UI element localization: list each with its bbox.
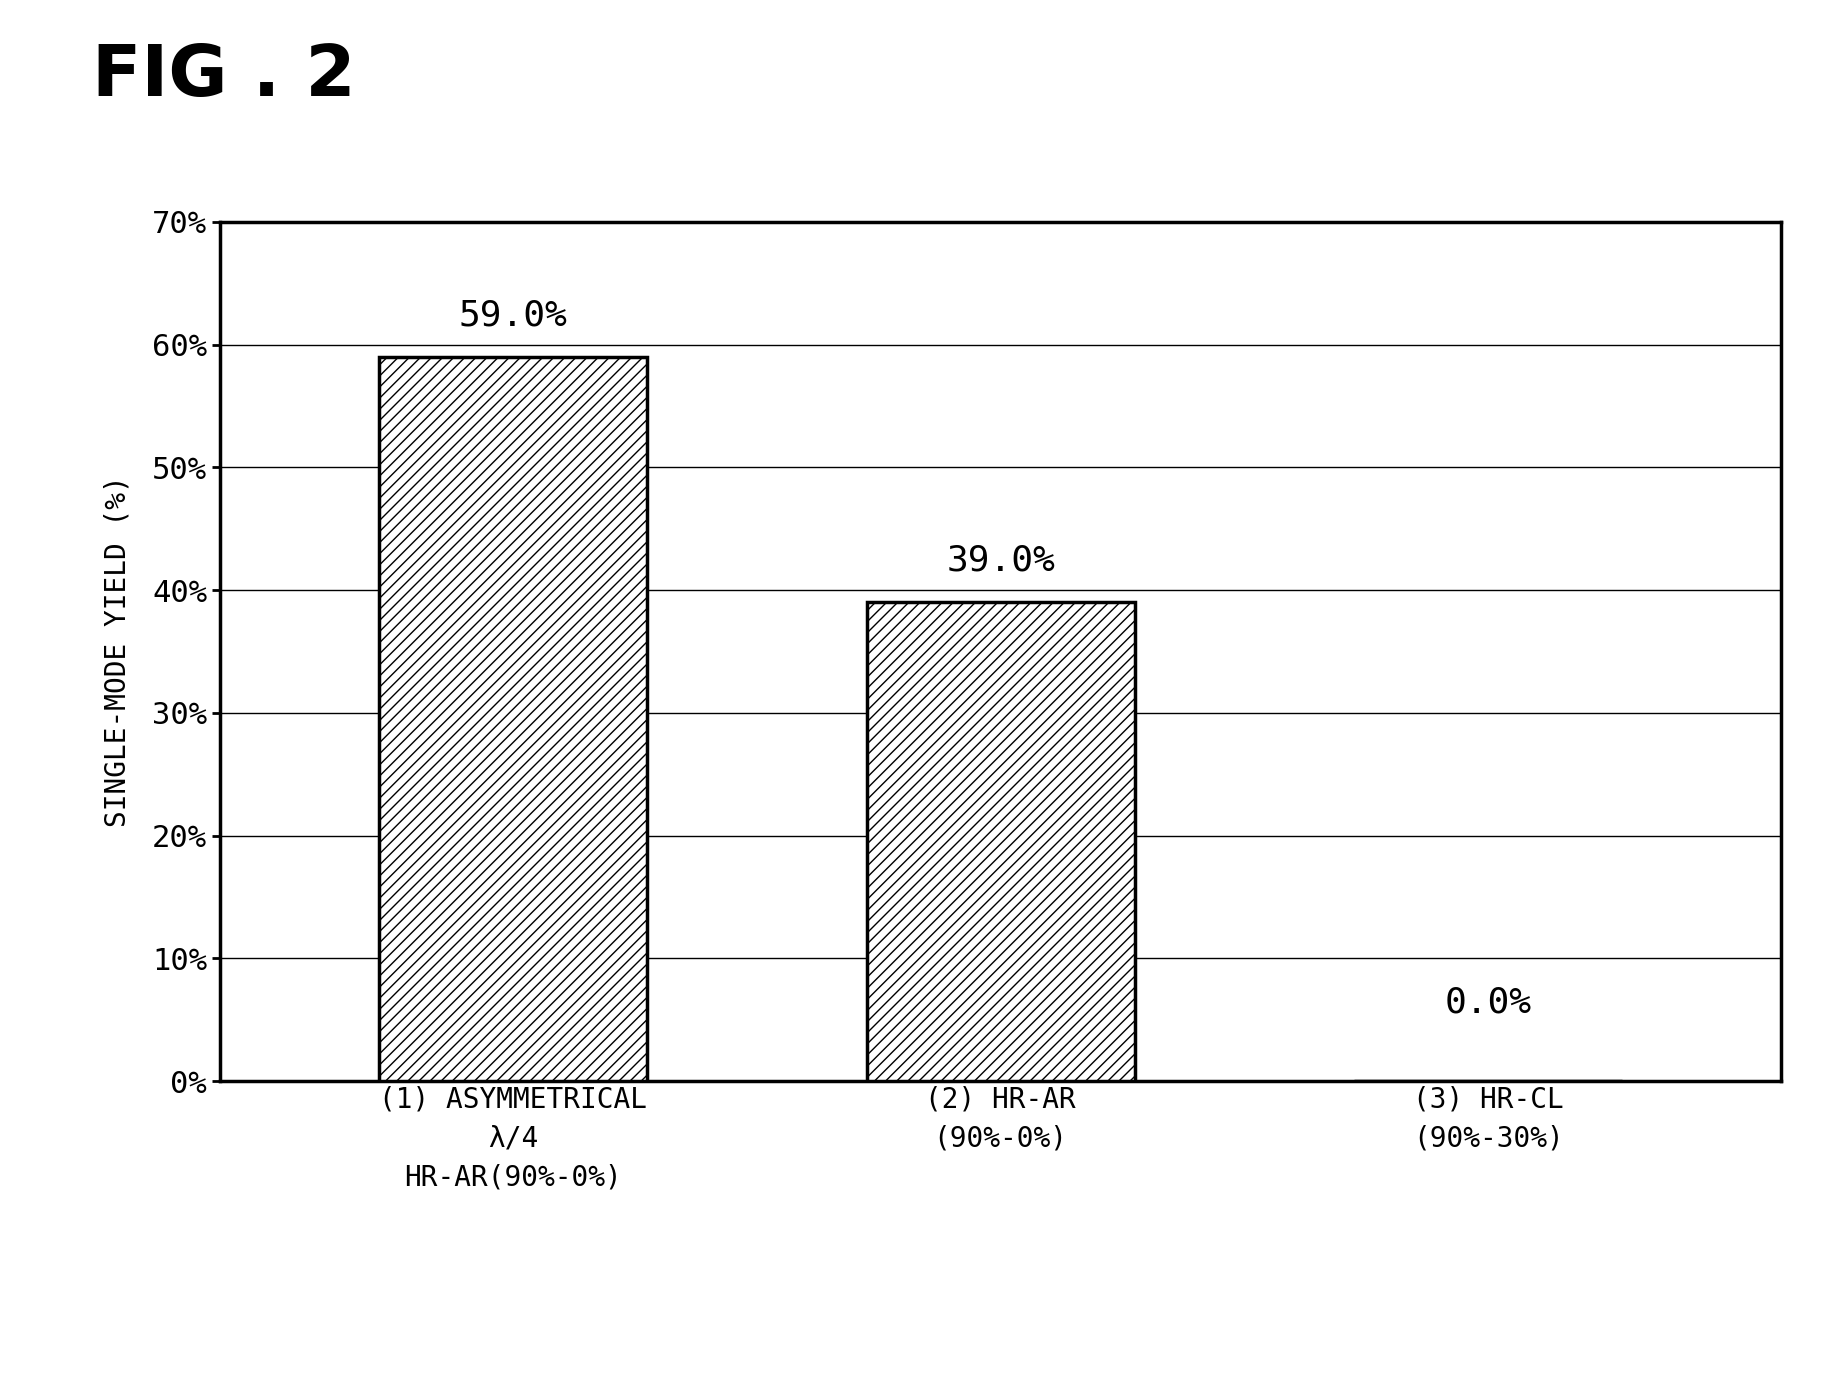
Text: FIG . 2: FIG . 2 — [92, 42, 356, 111]
Y-axis label: SINGLE-MODE YIELD (%): SINGLE-MODE YIELD (%) — [103, 475, 130, 827]
Text: 59.0%: 59.0% — [459, 298, 567, 333]
Bar — [867, 603, 1135, 1081]
Bar — [378, 356, 646, 1081]
Text: 0.0%: 0.0% — [1445, 985, 1531, 1020]
Text: 39.0%: 39.0% — [946, 543, 1056, 578]
